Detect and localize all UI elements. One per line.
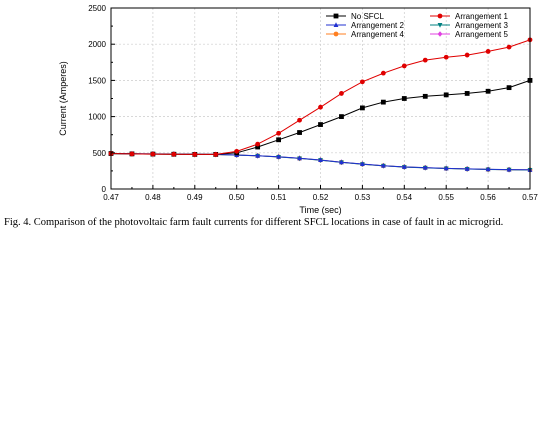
x-tick-label: 0.54: [397, 193, 413, 202]
x-tick-label: 0.56: [480, 193, 496, 202]
legend-label: No SFCL: [351, 12, 384, 21]
data-point: [485, 166, 491, 172]
x-tick-label: 0.49: [187, 193, 203, 202]
x-tick-label: 0.51: [271, 193, 287, 202]
data-point: [422, 164, 428, 170]
x-tick-label: 0.47: [103, 193, 119, 202]
data-point: [443, 92, 449, 98]
data-point: [380, 162, 386, 168]
legend-label: Arrangement 2: [351, 21, 404, 30]
data-point: [339, 159, 344, 165]
y-tick-label: 500: [93, 149, 107, 158]
x-tick-label: 0.50: [229, 193, 245, 202]
x-tick-label: 0.57: [522, 193, 538, 202]
series-layer: [108, 37, 533, 173]
axes: 0.47 0.48 0.49 0.50 0.51 0.52 0.53 0.54 0.55 0.56…: [88, 4, 538, 202]
legend-entry: Arrangement 1: [430, 12, 508, 21]
data-point: [443, 54, 449, 60]
fault-current-chart: 0.47 0.48 0.49 0.50 0.51 0.52 0.53 0.54 0.55 0.56…: [58, 4, 538, 215]
y-tick-label: 2000: [88, 40, 106, 49]
legend-marker: [333, 13, 339, 19]
x-tick-label: 0.55: [438, 193, 454, 202]
data-point: [464, 52, 470, 58]
data-point: [485, 49, 491, 54]
data-point: [360, 79, 365, 85]
series-arrangement-1: [108, 37, 533, 157]
data-point: [485, 88, 491, 94]
data-point: [422, 93, 428, 99]
data-point: [255, 152, 261, 158]
y-axis-title: Current (Amperes): [58, 61, 68, 136]
legend-entry: Arrangement 4: [326, 30, 404, 39]
figure-caption: Fig. 4. Comparison of the photovoltaic f…: [4, 217, 504, 228]
data-point: [297, 155, 302, 161]
data-point: [443, 165, 449, 171]
grid-lines: [111, 8, 530, 189]
data-point: [506, 44, 512, 50]
data-point: [360, 105, 365, 111]
data-point: [380, 70, 386, 76]
legend-marker: [437, 31, 443, 37]
legend-entry: Arrangement 3: [430, 21, 508, 30]
legend-entry: Arrangement 2: [326, 21, 404, 30]
data-point: [213, 151, 219, 157]
data-point: [318, 104, 323, 110]
data-point: [276, 153, 281, 159]
data-point: [464, 91, 470, 96]
legend-entry: Arrangement 5: [430, 30, 508, 39]
data-point: [464, 166, 470, 171]
data-point: [255, 144, 261, 150]
data-point: [506, 166, 512, 172]
legend-label: Arrangement 3: [455, 21, 508, 30]
data-point: [255, 141, 261, 147]
y-tick-label: 2500: [88, 4, 106, 13]
data-point: [150, 151, 156, 157]
data-point: [339, 91, 344, 96]
legend-marker: [333, 31, 339, 37]
data-point: [129, 151, 135, 157]
legend-entry: No SFCL: [326, 12, 384, 21]
data-point: [234, 148, 240, 154]
data-point: [401, 96, 407, 101]
x-axis-title: Time (sec): [299, 205, 341, 215]
data-point: [360, 161, 365, 167]
legend-marker: [437, 13, 443, 19]
data-point: [339, 114, 344, 119]
legend-label: Arrangement 1: [455, 12, 508, 21]
y-tick-label: 1500: [88, 76, 106, 85]
data-point: [401, 164, 407, 169]
x-tick-label: 0.52: [313, 193, 329, 202]
x-tick-label: 0.53: [355, 193, 371, 202]
data-point: [380, 99, 386, 105]
legend-label: Arrangement 5: [455, 30, 508, 39]
data-point: [318, 122, 323, 127]
legend-marker: [437, 23, 443, 28]
data-point: [276, 130, 281, 136]
x-tick-label: 0.48: [145, 193, 161, 202]
data-point: [318, 157, 323, 163]
data-point: [297, 130, 302, 135]
data-point: [171, 151, 177, 157]
legend-marker: [333, 22, 339, 27]
y-tick-label: 0: [102, 185, 107, 194]
data-point: [276, 137, 281, 143]
y-tick-label: 1000: [88, 113, 106, 122]
data-point: [401, 63, 407, 69]
data-point: [422, 57, 428, 63]
data-point: [192, 151, 198, 157]
data-point: [506, 85, 512, 91]
legend-label: Arrangement 4: [351, 30, 404, 39]
data-point: [297, 117, 302, 123]
